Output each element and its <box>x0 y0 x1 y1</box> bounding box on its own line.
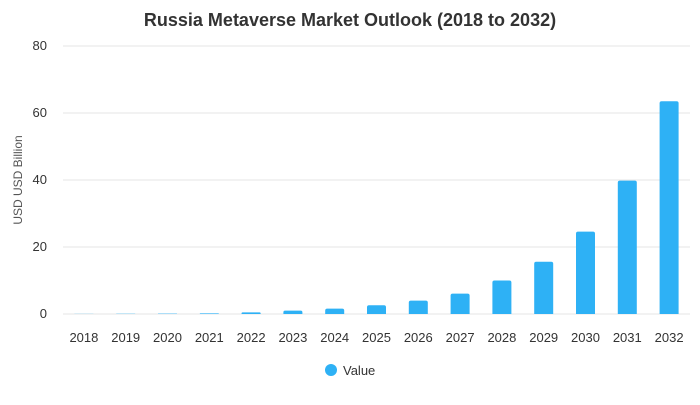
chart-title: Russia Metaverse Market Outlook (2018 to… <box>144 10 556 30</box>
legend[interactable]: Value <box>325 363 375 378</box>
bar-2026[interactable] <box>409 301 428 314</box>
bar-2030[interactable] <box>576 232 595 314</box>
x-tick-label: 2018 <box>69 330 98 345</box>
x-tick-label: 2022 <box>237 330 266 345</box>
bar-2023[interactable] <box>283 311 302 314</box>
bar-2029[interactable] <box>534 262 553 314</box>
x-tick-label: 2032 <box>655 330 684 345</box>
x-tick-label: 2027 <box>446 330 475 345</box>
legend-swatch <box>325 364 337 376</box>
bar-2021[interactable] <box>200 313 219 314</box>
x-tick-label: 2023 <box>278 330 307 345</box>
x-tick-label: 2024 <box>320 330 349 345</box>
bar-2028[interactable] <box>492 281 511 315</box>
y-tick-labels: 0 20 40 60 80 <box>33 38 47 321</box>
x-tick-labels: 2018 2019 2020 2021 2022 2023 2024 2025 2026 2027… <box>69 330 683 345</box>
bar-2031[interactable] <box>618 181 637 314</box>
bar-2027[interactable] <box>451 294 470 314</box>
bar-2022[interactable] <box>242 312 261 314</box>
x-tick-label: 2031 <box>613 330 642 345</box>
bar-2025[interactable] <box>367 305 386 314</box>
y-tick-label: 40 <box>33 172 47 187</box>
gridlines <box>63 46 690 314</box>
bar-2032[interactable] <box>660 101 679 314</box>
x-tick-label: 2026 <box>404 330 433 345</box>
legend-label: Value <box>343 363 375 378</box>
x-tick-label: 2020 <box>153 330 182 345</box>
x-tick-label: 2029 <box>529 330 558 345</box>
x-tick-label: 2030 <box>571 330 600 345</box>
y-axis-label: USD USD Billion <box>11 135 25 224</box>
bars <box>74 101 678 314</box>
y-tick-label: 0 <box>40 306 47 321</box>
x-tick-label: 2019 <box>111 330 140 345</box>
x-tick-label: 2021 <box>195 330 224 345</box>
y-tick-label: 20 <box>33 239 47 254</box>
x-tick-label: 2025 <box>362 330 391 345</box>
y-tick-label: 80 <box>33 38 47 53</box>
x-tick-label: 2028 <box>487 330 516 345</box>
y-tick-label: 60 <box>33 105 47 120</box>
bar-2024[interactable] <box>325 309 344 314</box>
